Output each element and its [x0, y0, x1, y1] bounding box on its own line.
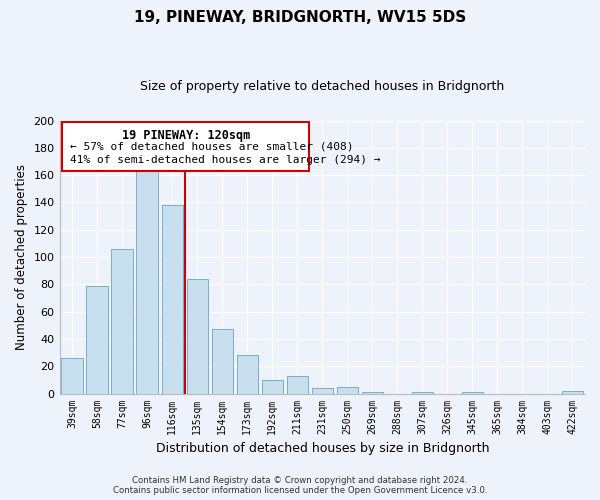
Text: 41% of semi-detached houses are larger (294) →: 41% of semi-detached houses are larger (…	[70, 154, 380, 164]
Bar	[61, 358, 83, 394]
Text: 19 PINEWAY: 120sqm: 19 PINEWAY: 120sqm	[122, 128, 250, 141]
Text: Contains HM Land Registry data © Crown copyright and database right 2024.
Contai: Contains HM Land Registry data © Crown c…	[113, 476, 487, 495]
Bar	[462, 392, 483, 394]
Bar	[311, 388, 333, 394]
Bar	[112, 249, 133, 394]
Title: Size of property relative to detached houses in Bridgnorth: Size of property relative to detached ho…	[140, 80, 505, 93]
Bar	[236, 356, 258, 394]
Bar	[412, 392, 433, 394]
Bar	[187, 279, 208, 394]
X-axis label: Distribution of detached houses by size in Bridgnorth: Distribution of detached houses by size …	[155, 442, 489, 455]
Bar	[86, 286, 108, 394]
Text: ← 57% of detached houses are smaller (408): ← 57% of detached houses are smaller (40…	[70, 141, 353, 151]
Bar	[262, 380, 283, 394]
FancyBboxPatch shape	[62, 122, 309, 171]
Bar	[212, 330, 233, 394]
Bar	[362, 392, 383, 394]
Bar	[287, 376, 308, 394]
Bar	[337, 386, 358, 394]
Bar	[136, 167, 158, 394]
Y-axis label: Number of detached properties: Number of detached properties	[15, 164, 28, 350]
Bar	[161, 205, 183, 394]
Bar	[562, 391, 583, 394]
Text: 19, PINEWAY, BRIDGNORTH, WV15 5DS: 19, PINEWAY, BRIDGNORTH, WV15 5DS	[134, 10, 466, 25]
